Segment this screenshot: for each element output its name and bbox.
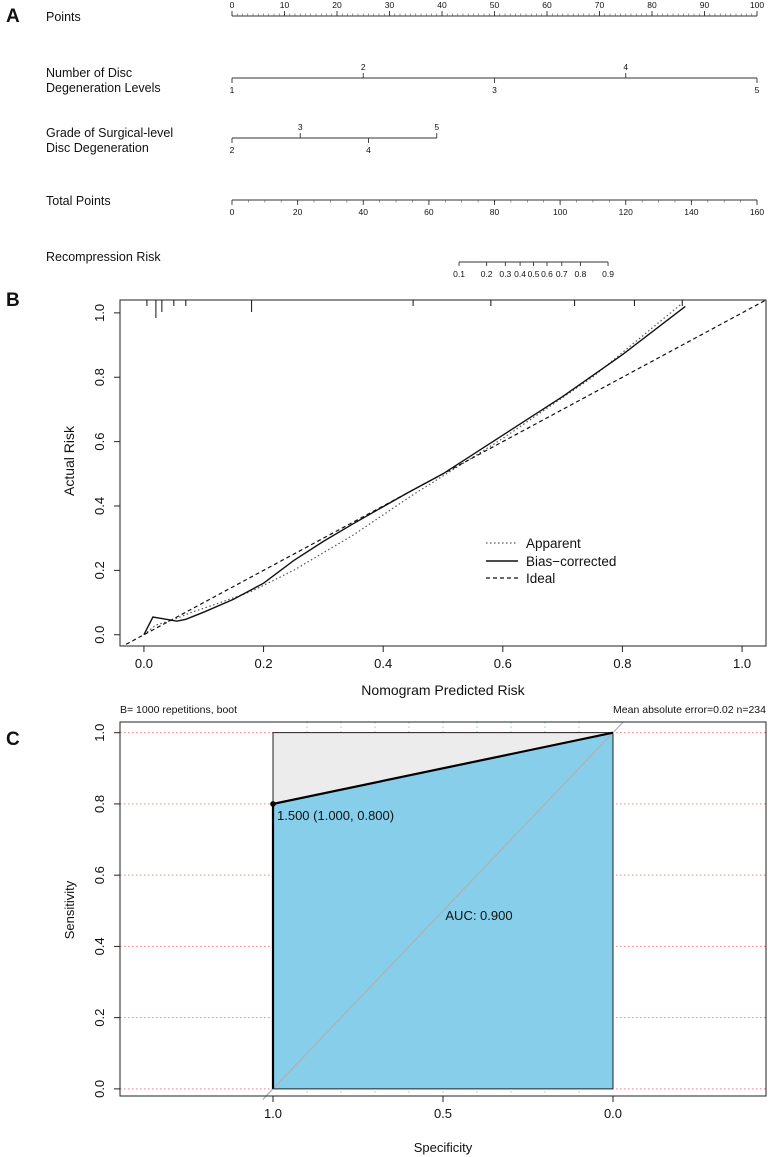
roc-x-tick-label: 0.5 xyxy=(434,1106,452,1121)
roc-y-tick-label: 1.0 xyxy=(92,724,107,742)
panel-label-c: C xyxy=(6,729,20,750)
calibration-x-tick-label: 0.2 xyxy=(255,656,273,671)
nomogram-tick-label: 0.2 xyxy=(481,269,493,279)
nomogram-tick-label: 5 xyxy=(755,85,760,95)
roc-diagonal xyxy=(262,721,624,1100)
calibration-y-tick-label: 0.4 xyxy=(92,497,107,515)
nomogram-tick-label: 10 xyxy=(280,0,290,10)
calibration-plot: 0.0 0.2 0.4 0.6 0.8 1.0 0.0 0.2 0.4 0.6 0.8 1.0 Act… xyxy=(61,299,767,716)
nomogram-tick-label: 0.1 xyxy=(453,269,465,279)
calibration-series-ideal xyxy=(121,300,766,646)
calibration-footnote-right: Mean absolute error=0.02 n=234 xyxy=(613,704,766,716)
calibration-y-axis-label: Actual Risk xyxy=(61,425,77,496)
calibration-x-tick-label: 0.8 xyxy=(613,656,631,671)
nomogram-tick-label: 0.9 xyxy=(602,269,614,279)
calibration-y-tick-label: 0.2 xyxy=(92,561,107,579)
roc-y-tick-label: 0.8 xyxy=(92,795,107,813)
calibration-x-axis-label: Nomogram Predicted Risk xyxy=(361,682,525,698)
nomogram-tick-label: 100 xyxy=(553,207,567,217)
nomogram-tick-label: 1 xyxy=(230,85,235,95)
nomogram-tick-label: 30 xyxy=(385,0,395,10)
nomogram-tick-label: 40 xyxy=(359,207,369,217)
nomogram-tick-label: 0.4 xyxy=(514,269,526,279)
legend-bias-corrected: Bias−corrected xyxy=(526,554,616,569)
nomogram-row-label: Grade of Surgical-level xyxy=(46,126,173,140)
roc-y-tick-label: 0.0 xyxy=(92,1080,107,1098)
nomogram-tick-label: 4 xyxy=(623,62,628,72)
nomogram-tick-label: 70 xyxy=(595,0,605,10)
calibration-x-tick-label: 0.0 xyxy=(135,656,153,671)
nomogram-tick-label: 90 xyxy=(700,0,710,10)
nomogram-tick-label: 5 xyxy=(434,122,439,132)
roc-auc-label: AUC: 0.900 xyxy=(445,908,512,923)
nomogram-row-label: Points xyxy=(46,10,81,24)
nomogram-row-label: Number of Disc xyxy=(46,66,132,80)
legend-ideal: Ideal xyxy=(526,571,555,586)
nomogram-tick-label: 0 xyxy=(230,207,235,217)
calibration-legend: Apparent Bias−corrected Ideal xyxy=(486,536,616,586)
nomogram-row-label: Recompression Risk xyxy=(46,250,161,264)
calibration-footnote-left: B= 1000 repetitions, boot xyxy=(120,704,237,716)
nomogram-tick-label: 80 xyxy=(490,207,500,217)
calibration-series-apparent xyxy=(143,302,683,636)
calibration-x-tick-label: 0.6 xyxy=(494,656,512,671)
roc-x-axis-label: Specificity xyxy=(414,1140,473,1155)
nomogram-tick-label: 0.8 xyxy=(575,269,587,279)
calibration-series-bias-corrected xyxy=(143,305,686,636)
nomogram-tick-label: 3 xyxy=(492,85,497,95)
nomogram-row-label: Degeneration Levels xyxy=(46,81,161,95)
roc-plot: 1.0 0.5 0.0 0.0 0.2 0.4 0.6 0.8 1.0 1.500 (1.000… xyxy=(62,721,767,1155)
nomogram-row-label: Disc Degeneration xyxy=(46,141,149,155)
roc-threshold-label: 1.500 (1.000, 0.800) xyxy=(277,808,394,823)
roc-plot-frame xyxy=(119,721,767,1097)
calibration-lines xyxy=(121,300,766,646)
nomogram-tick-label: 20 xyxy=(332,0,342,10)
panel-label-a: A xyxy=(6,6,20,27)
nomogram-tick-label: 2 xyxy=(361,62,366,72)
legend-apparent: Apparent xyxy=(526,536,581,551)
roc-y-tick-label: 0.6 xyxy=(92,866,107,884)
calibration-y-tick-label: 0.6 xyxy=(92,433,107,451)
nomogram-tick-label: 3 xyxy=(298,122,303,132)
calibration-y-tick-label: 0.0 xyxy=(92,626,107,644)
nomogram-tick-label: 50 xyxy=(490,0,500,10)
roc-y-axis-label: Sensitivity xyxy=(62,880,77,939)
nomogram-tick-label: 0.3 xyxy=(499,269,511,279)
nomogram-row-label: Total Points xyxy=(46,194,111,208)
nomogram-tick-label: 40 xyxy=(437,0,447,10)
nomogram-tick-label: 60 xyxy=(424,207,434,217)
roc-x-tick-label: 0.0 xyxy=(604,1106,622,1121)
roc-y-tick-label: 0.2 xyxy=(92,1009,107,1027)
calibration-x-tick-label: 1.0 xyxy=(733,656,751,671)
nomogram-tick-label: 20 xyxy=(293,207,303,217)
calibration-x-tick-label: 0.4 xyxy=(374,656,392,671)
nomogram-tick-label: 120 xyxy=(619,207,633,217)
roc-threshold-point xyxy=(270,801,276,807)
nomogram-tick-label: 0 xyxy=(230,0,235,10)
panel-label-b: B xyxy=(6,290,20,311)
nomogram-tick-label: 100 xyxy=(750,0,764,10)
calibration-y-tick-label: 1.0 xyxy=(92,304,107,322)
nomogram-tick-label: 160 xyxy=(750,207,764,217)
nomogram-tick-label: 2 xyxy=(230,145,235,155)
roc-x-tick-label: 1.0 xyxy=(264,1106,282,1121)
nomogram-tick-label: 140 xyxy=(684,207,698,217)
calibration-plot-frame xyxy=(119,299,767,647)
roc-y-tick-label: 0.4 xyxy=(92,937,107,955)
nomogram-tick-label: 80 xyxy=(647,0,657,10)
calibration-y-tick-label: 0.8 xyxy=(92,368,107,386)
nomogram-tick-label: 60 xyxy=(542,0,552,10)
nomogram-tick-label: 0.5 xyxy=(528,269,540,279)
nomogram-tick-label: 4 xyxy=(366,145,371,155)
nomogram-tick-label: 0.6 xyxy=(541,269,553,279)
nomogram-tick-label: 0.7 xyxy=(556,269,568,279)
